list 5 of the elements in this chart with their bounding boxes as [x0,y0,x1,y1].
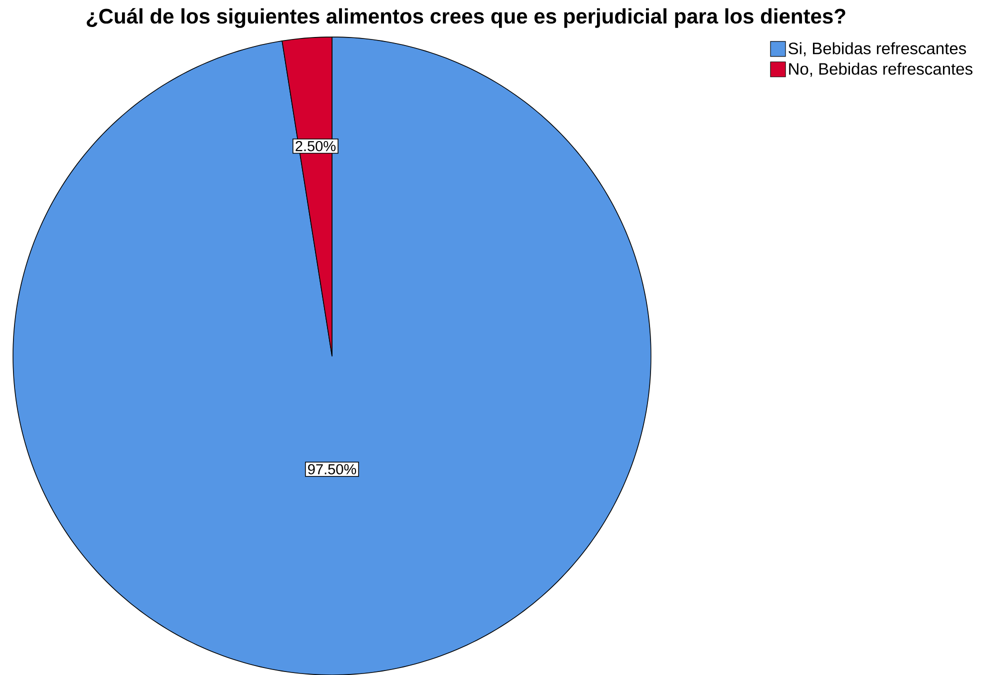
data-label: 2.50% [296,140,336,152]
legend-label: No, Bebidas refrescantes [789,62,972,77]
legend-label: Si, Bebidas refrescantes [788,42,966,56]
chart-title: ¿Cuál de los siguientes alimentos crees que es perjudicial para los dientes? [86,8,846,28]
data-label: 97.50% [308,464,356,474]
